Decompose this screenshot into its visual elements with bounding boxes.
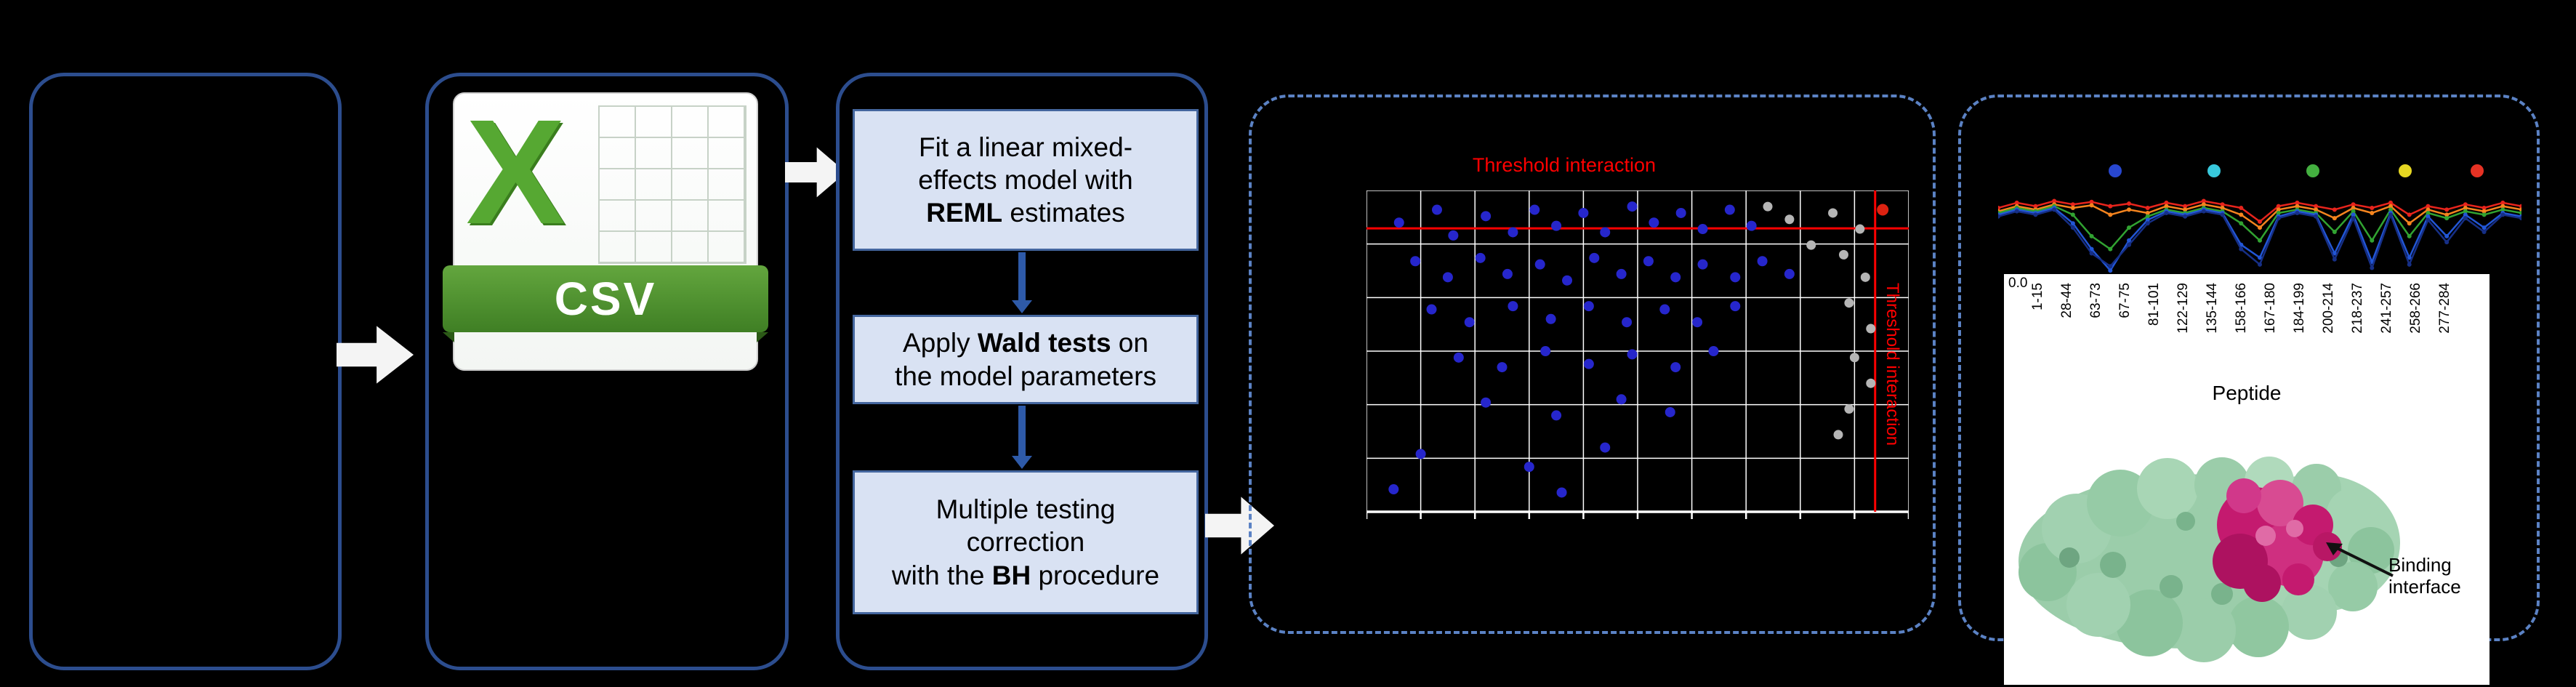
statistics-steps-box: Fit a linear mixed-effects model with REM…: [836, 73, 1208, 670]
uptake-panel-box: 0.0 1-15 28-44 63-73 67-75 81-101 122-129 135-…: [1958, 95, 2540, 685]
series-color-dot-icon: [2207, 164, 2221, 177]
peptide-tick-label: 122-129: [2175, 283, 2191, 334]
volcano-plot: [1367, 190, 1909, 519]
threshold-interaction-label: Threshold interaction: [1472, 154, 1657, 176]
series-color-dot-icon: [2399, 164, 2412, 177]
input-box: [29, 73, 342, 670]
down-arrow-2-icon: [1012, 406, 1032, 469]
step-bh-correction: Multiple testing correction with the BH pr…: [853, 470, 1199, 614]
peptide-tick-label: 167-180: [2263, 283, 2278, 334]
banner-fold-left: [443, 332, 454, 342]
csv-banner-label: CSV: [554, 273, 657, 325]
step-wald-tests: Apply Wald tests on the model parameters: [853, 315, 1199, 404]
threshold-side-label: Threshold interaction: [1883, 283, 1902, 446]
peptide-tick-label: 258-266: [2408, 283, 2423, 334]
y-axis-tick-label: 0.0: [2008, 276, 2028, 291]
peptide-tick-label: 218-237: [2350, 283, 2365, 334]
peptide-tick-label: 63-73: [2088, 283, 2104, 318]
csv-banner: CSV: [443, 265, 768, 332]
step-wald-tests-text: Apply Wald tests on the model parameters: [895, 328, 1156, 391]
peptide-axis-title: Peptide: [2212, 382, 2282, 404]
peptide-panel: 0.0 1-15 28-44 63-73 67-75 81-101 122-129 135-…: [2004, 274, 2490, 685]
flow-arrow-1-icon: [337, 326, 414, 384]
protein-structure-image: [2018, 457, 2400, 662]
csv-file-box: X CSV: [425, 73, 789, 670]
peptide-tick-label: 277-284: [2437, 283, 2452, 334]
down-arrow-1-icon: [1012, 252, 1032, 313]
peptide-tick-label: 184-199: [2292, 283, 2307, 334]
spreadsheet-grid: [598, 105, 746, 264]
step-bh-correction-text: Multiple testing correction with the BH pr…: [891, 494, 1160, 590]
peptide-tick-label: 81-101: [2146, 283, 2162, 326]
binding-interface-label: Binding interface: [2388, 554, 2461, 598]
series-color-dot-icon: [2471, 164, 2484, 177]
series-color-dot-icon: [2109, 164, 2122, 177]
series-color-dot-icon: [2306, 164, 2319, 177]
legend-dots: [1998, 164, 2521, 179]
binding-arrowhead-icon: [2326, 542, 2343, 555]
peptide-tick-label: 158-166: [2234, 283, 2249, 334]
peptide-tick-label: 135-144: [2205, 283, 2220, 334]
peptide-tick-label: 67-75: [2117, 283, 2133, 318]
step-reml-model: Fit a linear mixed-effects model with REM…: [853, 109, 1199, 251]
peptide-tick-label: 241-257: [2379, 283, 2394, 334]
volcano-plot-box: Threshold interaction Threshold interact…: [1249, 95, 1936, 634]
banner-fold-right: [757, 332, 768, 342]
binding-arrow-icon: [2330, 544, 2394, 577]
csv-file-icon: X CSV: [443, 89, 768, 371]
peptide-tick-label: 1-15: [2030, 283, 2045, 311]
csv-page: X CSV: [443, 89, 768, 371]
peptide-tick-label: 28-44: [2059, 283, 2074, 318]
uptake-line-chart: [1998, 198, 2521, 273]
step-reml-model-text: Fit a linear mixed-effects model with REM…: [918, 132, 1133, 228]
excel-x-logo: X: [466, 89, 565, 255]
peptide-tick-label: 200-214: [2321, 283, 2336, 334]
